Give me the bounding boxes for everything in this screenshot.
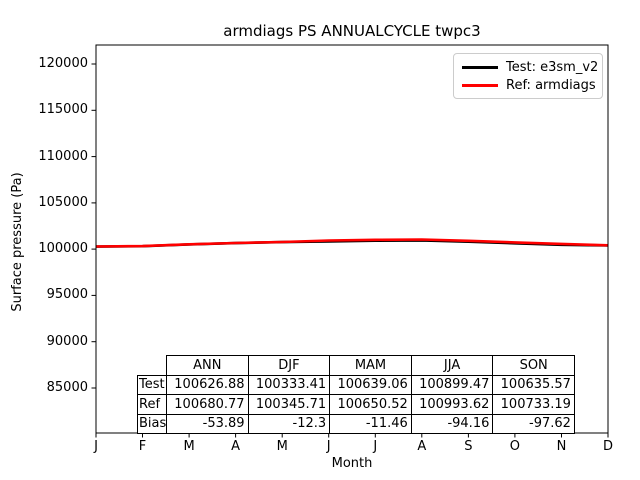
x-tick-label: S	[464, 439, 473, 454]
x-tick-label: J	[373, 439, 378, 454]
x-tick-label: D	[602, 439, 613, 454]
ref-line	[95, 238, 609, 248]
x-tick-label: M	[183, 439, 195, 454]
stats-header-row: ANN DJF MAM JJA SON	[138, 355, 575, 376]
stats-cell: 100639.06	[329, 374, 412, 395]
stats-cell: 100680.77	[166, 394, 249, 415]
x-tick-label: J	[94, 439, 98, 454]
legend-item-test: Test: e3sm_v2	[462, 58, 599, 76]
chart-title: armdiags PS ANNUALCYCLE twpc3	[223, 22, 481, 40]
y-tick-label: 115000	[38, 102, 88, 118]
x-tick-label: A	[231, 439, 241, 454]
y-tick-label: 90000	[46, 333, 88, 349]
stats-cell: 100993.62	[410, 394, 494, 415]
legend-item-ref: Ref: armdiags	[462, 76, 596, 94]
stats-row-ref: Ref 100680.77 100345.71 100650.52 100993…	[137, 394, 575, 415]
stats-col-header: DJF	[247, 355, 331, 376]
stats-col-header: JJA	[410, 355, 494, 376]
stats-cell: 100626.88	[166, 374, 249, 395]
x-tick-label: M	[276, 439, 288, 454]
stats-row-label: Test	[137, 374, 167, 395]
legend-label-test: Test: e3sm_v2	[506, 59, 599, 75]
stats-col-header: ANN	[166, 355, 249, 376]
x-tick-label: A	[417, 439, 427, 454]
y-tick-marks	[91, 63, 96, 389]
legend: Test: e3sm_v2 Ref: armdiags	[453, 53, 603, 99]
stats-cell: 100733.19	[492, 394, 575, 415]
x-tick-label: O	[509, 439, 520, 454]
y-tick-label: 120000	[38, 56, 88, 71]
stats-cell: 100650.52	[329, 394, 412, 415]
stats-cell: -53.89	[166, 413, 249, 434]
test-line-swatch	[462, 65, 498, 69]
stats-col-header: MAM	[329, 355, 412, 376]
stats-cell: 100899.47	[410, 374, 494, 395]
stats-corner-cell	[138, 356, 167, 376]
stats-cell: -11.46	[329, 413, 412, 434]
x-tick-label: N	[556, 439, 567, 454]
stats-cell: 100635.57	[492, 374, 575, 395]
stats-col-header: SON	[492, 355, 575, 376]
stats-row-test: Test 100626.88 100333.41 100639.06 10089…	[137, 374, 575, 395]
legend-label-ref: Ref: armdiags	[506, 77, 596, 93]
stats-row-bias: Bias -53.89 -12.3 -11.46 -94.16 -97.62	[137, 413, 575, 434]
y-tick-label: 85000	[46, 380, 88, 395]
stats-table: ANN DJF MAM JJA SON Test 100626.88 10033…	[137, 355, 575, 434]
y-tick-label: 100000	[38, 241, 88, 257]
x-axis-label: Month	[331, 456, 373, 471]
x-tick-label: J	[326, 439, 331, 454]
y-tick-label: 110000	[38, 148, 88, 164]
stats-cell: 100333.41	[247, 374, 331, 395]
y-tick-label: 95000	[46, 287, 88, 303]
y-tick-label: 105000	[38, 194, 88, 210]
stats-row-label: Bias	[137, 413, 167, 434]
stats-cell: 100345.71	[247, 394, 331, 415]
stats-row-label: Ref	[137, 394, 167, 415]
x-tick-label: F	[138, 439, 147, 454]
stats-cell: -12.3	[247, 413, 331, 434]
ref-line-swatch	[462, 83, 498, 87]
stats-cell: -97.62	[492, 413, 575, 434]
stats-cell: -94.16	[410, 413, 494, 434]
y-axis-label: Surface pressure (Pa)	[10, 172, 25, 312]
